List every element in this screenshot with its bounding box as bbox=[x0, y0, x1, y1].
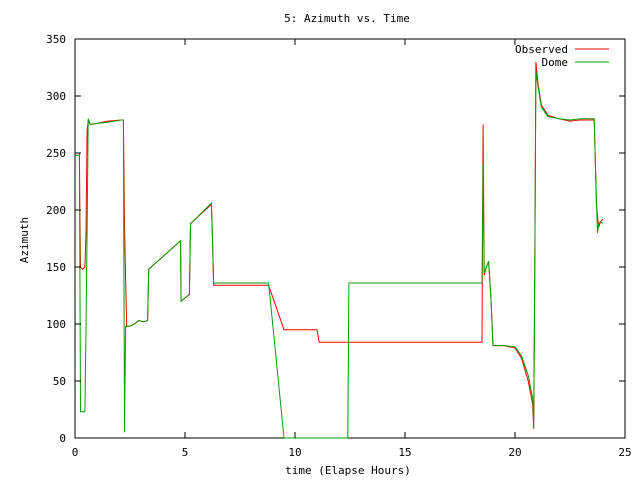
x-axis-label: time (Elapse Hours) bbox=[285, 464, 411, 477]
y-tick-label: 200 bbox=[46, 204, 66, 217]
y-axis-label: Azimuth bbox=[18, 217, 31, 263]
legend: Observed Dome bbox=[515, 43, 609, 69]
y-tick-label: 50 bbox=[53, 375, 66, 388]
y-tick-label: 250 bbox=[46, 147, 66, 160]
y-tick-label: 100 bbox=[46, 318, 66, 331]
y-tick-label: 150 bbox=[46, 261, 66, 274]
x-tick-label: 5 bbox=[182, 446, 189, 459]
x-tick-label: 25 bbox=[618, 446, 631, 459]
legend-label-observed: Observed bbox=[515, 43, 568, 56]
x-tick-label: 15 bbox=[398, 446, 411, 459]
x-tick-label: 20 bbox=[508, 446, 521, 459]
x-axis-ticks: 0 5 10 15 20 25 bbox=[72, 39, 632, 459]
plot-frame bbox=[74, 38, 626, 439]
series-line-dome bbox=[75, 70, 604, 439]
x-tick-label: 10 bbox=[288, 446, 301, 459]
series-layer bbox=[75, 61, 604, 439]
plot-area bbox=[74, 38, 626, 439]
chart-title: 5: Azimuth vs. Time bbox=[284, 12, 410, 25]
y-tick-label: 0 bbox=[59, 432, 66, 445]
x-tick-label: 0 bbox=[72, 446, 79, 459]
y-tick-label: 350 bbox=[46, 33, 66, 46]
y-axis-ticks: 0 50 100 150 200 250 300 350 bbox=[46, 33, 625, 445]
y-tick-label: 300 bbox=[46, 90, 66, 103]
series-line-observed bbox=[75, 61, 604, 429]
legend-label-dome: Dome bbox=[542, 56, 569, 69]
